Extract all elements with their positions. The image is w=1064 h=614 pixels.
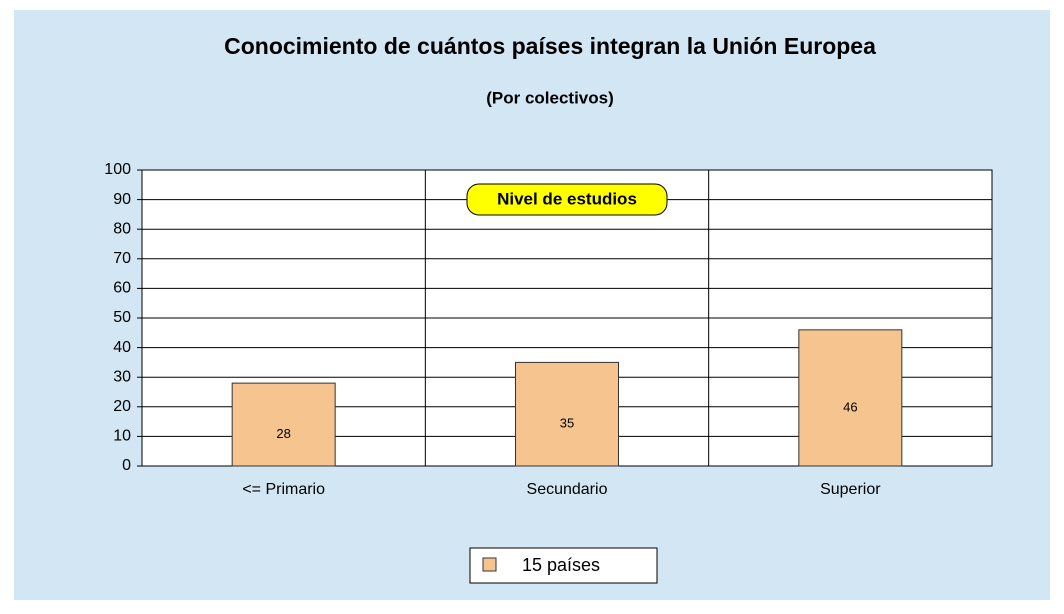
- chart-title: Conocimiento de cuántos países integran …: [224, 33, 876, 59]
- bar: [798, 329, 903, 467]
- y-tick-label: 100: [104, 161, 131, 178]
- y-tick-label: 50: [113, 309, 131, 326]
- y-tick-label: 70: [113, 250, 131, 267]
- y-tick-label: 40: [113, 339, 131, 356]
- legend-swatch: [482, 557, 497, 572]
- chart-subtitle: (Por colectivos): [486, 88, 614, 107]
- bar: [231, 382, 336, 467]
- x-tick-label: Secundario: [527, 481, 608, 498]
- y-tick-label: 0: [122, 457, 131, 474]
- data-label: 46: [843, 399, 857, 414]
- y-tick-label: 30: [113, 368, 131, 385]
- y-tick-label: 60: [113, 280, 131, 297]
- annotation: Nivel de estudios: [497, 189, 637, 208]
- data-label: 28: [276, 426, 290, 441]
- y-tick-label: 20: [113, 398, 131, 415]
- annotation-box: [466, 183, 668, 216]
- x-tick-label: Superior: [820, 481, 881, 498]
- legend-box: [469, 547, 658, 584]
- legend-label: 15 países: [522, 555, 600, 575]
- y-tick-label: 10: [113, 428, 131, 445]
- x-tick-label: <= Primario: [242, 481, 325, 498]
- y-tick-label: 90: [113, 191, 131, 208]
- bar: [515, 361, 619, 467]
- data-label: 35: [560, 416, 574, 431]
- y-tick-label: 80: [113, 220, 131, 237]
